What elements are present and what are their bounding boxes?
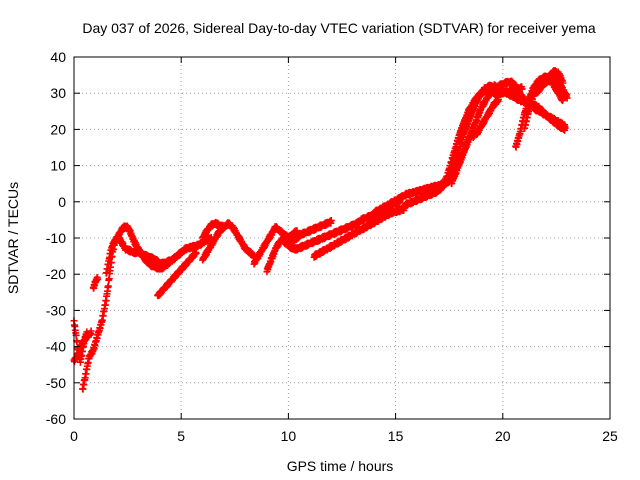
- y-tick-label: 0: [58, 194, 66, 210]
- x-tick-label: 10: [281, 428, 297, 444]
- x-tick-label: 5: [177, 428, 185, 444]
- x-axis-label: GPS time / hours: [287, 458, 394, 474]
- y-tick-label: -30: [46, 302, 66, 318]
- series-track-4: [89, 273, 102, 292]
- y-tick-label: 30: [50, 85, 66, 101]
- data-point: [87, 327, 95, 335]
- x-axis-tick-labels: 0 5 10 15 20 25: [70, 428, 618, 444]
- y-tick-label: -40: [46, 339, 66, 355]
- series-track-10: [263, 227, 301, 276]
- grid-layer: [74, 57, 610, 419]
- series-track-5: [102, 222, 185, 277]
- y-axis-tick-labels: -60 -50 -40 -30 -20 -10 0 10 20 30 40: [46, 49, 66, 427]
- y-tick-label: 40: [50, 49, 66, 65]
- data-point: [177, 249, 185, 257]
- series-track-6: [154, 248, 200, 300]
- y-axis-label: SDTVAR / TECUs: [5, 182, 21, 294]
- chart-title: Day 037 of 2026, Sidereal Day-to-day VTE…: [82, 20, 595, 36]
- y-tick-label: -10: [46, 230, 66, 246]
- y-tick-label: -50: [46, 375, 66, 391]
- y-tick-label: -20: [46, 266, 66, 282]
- data-point: [293, 227, 301, 235]
- data-points: [70, 67, 571, 393]
- y-tick-label: 10: [50, 158, 66, 174]
- series-track-8: [199, 222, 228, 264]
- y-tick-label: -60: [46, 411, 66, 427]
- data-point: [73, 338, 81, 346]
- y-tick-label: 20: [50, 121, 66, 137]
- series-track-22: [529, 104, 569, 131]
- data-point: [220, 224, 228, 232]
- x-tick-label: 15: [388, 428, 404, 444]
- x-tick-label: 0: [70, 428, 78, 444]
- data-point: [94, 275, 102, 283]
- data-point: [327, 216, 335, 224]
- series-track-12: [310, 204, 408, 261]
- data-point: [192, 249, 200, 257]
- series-track-2: [70, 327, 95, 366]
- x-tick-label: 25: [602, 428, 618, 444]
- x-tick-label: 20: [495, 428, 511, 444]
